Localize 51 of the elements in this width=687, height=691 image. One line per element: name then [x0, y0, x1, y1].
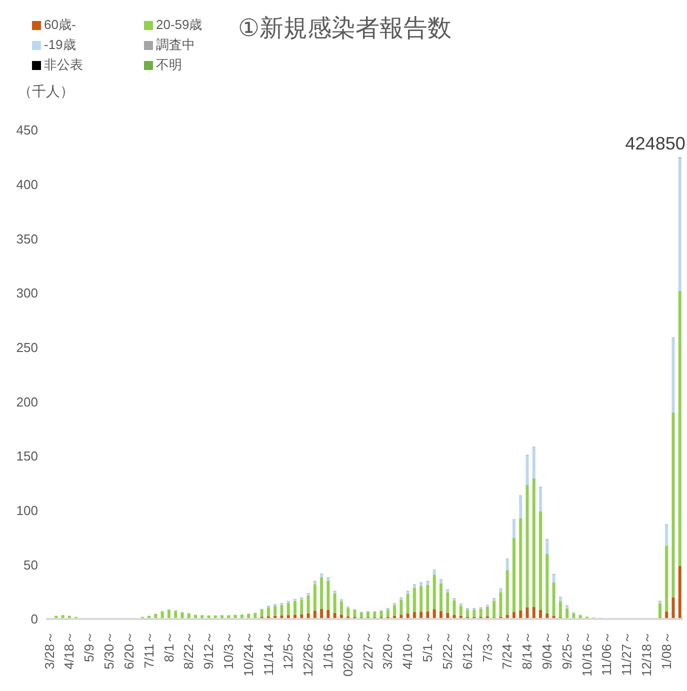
- x-tick-label: 2/27～: [360, 631, 376, 670]
- x-tick-label: 6/20～: [121, 631, 136, 670]
- x-tick-label: 11/06～: [599, 631, 614, 676]
- x-tick-label: 5/9～: [82, 631, 97, 662]
- y-axis-title: （千人）: [18, 83, 74, 101]
- x-tick-label: 7/11～: [141, 631, 156, 668]
- x-tick-label: 12/5～: [280, 631, 296, 670]
- legend-label: 20-59歳: [156, 16, 202, 34]
- x-tick-label: 12/18～: [639, 631, 654, 677]
- x-tick-label: 5/22～: [440, 631, 455, 670]
- y-tick-label: 300: [16, 286, 38, 301]
- y-tick-label: 400: [16, 176, 38, 192]
- y-tick-label: 50: [24, 557, 38, 572]
- x-tick-label: 7/24～: [500, 631, 515, 670]
- x-tick-label: 9/04～: [539, 631, 554, 670]
- legend-label: -19歳: [44, 36, 76, 54]
- legend-label: 60歳-: [44, 16, 76, 34]
- y-tick-label: 100: [16, 502, 38, 518]
- x-tick-label: 5/1～: [420, 631, 436, 662]
- x-tick-label: 7/3～: [480, 631, 495, 662]
- x-tick-label: 4/18～: [62, 631, 77, 670]
- chart-title: ①新規感染者報告数: [238, 14, 452, 44]
- y-tick-label: 350: [16, 231, 38, 246]
- y-tick-label: 0: [30, 612, 38, 627]
- x-tick-label: 9/12～: [201, 631, 216, 670]
- x-tick-label: 11/27～: [619, 631, 634, 676]
- x-tick-label: 02/06～: [340, 631, 356, 677]
- x-tick-label: 4/10～: [400, 631, 416, 670]
- x-tick-label: 6/12～: [460, 631, 475, 670]
- legend-label: 調査中: [156, 36, 195, 54]
- x-tick-label: 1/16～: [320, 631, 336, 670]
- y-tick-label: 150: [16, 448, 38, 464]
- x-tick-label: 11/14～: [260, 631, 276, 676]
- x-tick-label: 8/14～: [520, 631, 535, 670]
- x-tick-label: 3/28～: [42, 631, 57, 670]
- y-tick-label: 450: [16, 122, 38, 138]
- x-tick-label: 8/22～: [181, 631, 196, 670]
- x-tick-label: 10/16～: [579, 631, 594, 677]
- x-tick-label: 10/3～: [220, 631, 236, 670]
- x-tick-label: 8/1～: [161, 631, 176, 662]
- x-tick-label: 10/24～: [240, 631, 256, 677]
- y-tick-label: 250: [16, 340, 38, 355]
- y-tick-label: 200: [16, 394, 38, 410]
- total-label: 424850: [625, 133, 686, 154]
- x-tick-label: 1/08～: [658, 631, 674, 670]
- legend-label: 非公表: [44, 56, 83, 74]
- x-tick-label: 9/25～: [559, 631, 574, 670]
- legend-label: 不明: [156, 56, 182, 74]
- x-tick-label: 3/20～: [380, 631, 396, 670]
- x-tick-label: 12/26～: [300, 631, 316, 677]
- x-tick-label: 5/30～: [102, 631, 117, 670]
